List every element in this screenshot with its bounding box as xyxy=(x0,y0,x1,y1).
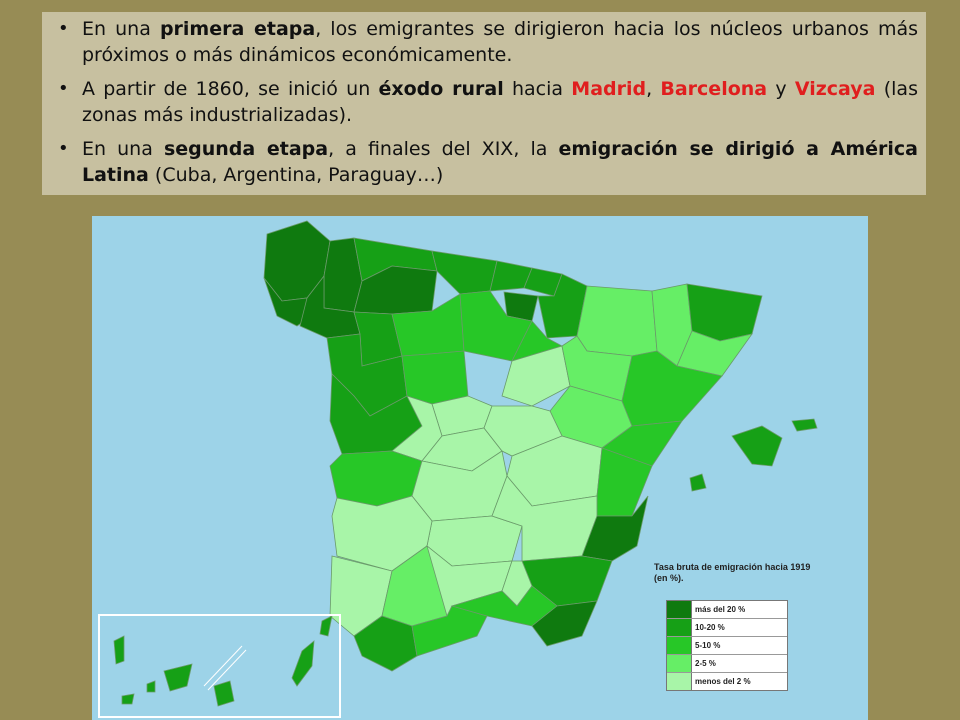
canary-gran-canaria xyxy=(213,680,235,707)
province-baleares-ibiza xyxy=(689,473,707,492)
legend-row: 2-5 % xyxy=(667,655,787,673)
canary-la-palma xyxy=(113,635,125,665)
bullet-1: En una primera etapa, los emigrantes se … xyxy=(58,16,918,68)
province-girona xyxy=(686,283,763,342)
canary-el-hierro xyxy=(121,693,135,705)
text-run: En una xyxy=(82,18,160,40)
legend-row: más del 20 % xyxy=(667,601,787,619)
legend-row: menos del 2 % xyxy=(667,673,787,690)
bullet-list: En una primera etapa, los emigrantes se … xyxy=(58,16,918,188)
bold-term: segunda etapa xyxy=(163,138,329,160)
province-barcelona xyxy=(676,330,753,377)
text-run: y xyxy=(767,78,795,100)
legend-swatch xyxy=(667,673,692,690)
legend-label: 10-20 % xyxy=(695,623,725,632)
text-run: , los emigrantes se dirigieron hacia los… xyxy=(82,18,919,66)
province-cantabria xyxy=(431,250,498,295)
text-panel: En una primera etapa, los emigrantes se … xyxy=(42,12,926,195)
legend: más del 20 % 10-20 % 5-10 % 2-5 % menos … xyxy=(666,600,788,691)
text-run: (las zonas más industrializadas). xyxy=(82,78,918,126)
canary-separator-line xyxy=(207,649,247,691)
legend-swatch xyxy=(667,655,692,672)
canary-tenerife xyxy=(163,663,193,692)
province-soria xyxy=(501,345,571,407)
text-run: , a finales del XIX, la xyxy=(328,138,559,160)
province-granada xyxy=(450,585,558,627)
canary-lanzarote xyxy=(319,615,333,637)
legend-label: 2-5 % xyxy=(695,659,716,668)
emigration-map: Tasa bruta de emigración hacia 1919 (en … xyxy=(92,216,868,720)
legend-label: más del 20 % xyxy=(695,605,746,614)
red-term-barcelona: Barcelona xyxy=(660,78,768,100)
map-svg xyxy=(113,220,818,707)
text-run: (Cuba, Argentina, Paraguay…) xyxy=(148,164,444,186)
canary-fuerteventura xyxy=(291,640,315,687)
text-run: A partir de 1860, se inició un xyxy=(82,78,379,100)
bold-term: éxodo rural xyxy=(378,78,504,100)
legend-swatch xyxy=(667,601,692,618)
text-run: En una xyxy=(82,138,164,160)
red-term-madrid: Madrid xyxy=(571,78,647,100)
province-valladolid xyxy=(401,350,469,405)
legend-title: Tasa bruta de emigración hacia 1919 (en … xyxy=(654,562,811,583)
legend-label: menos del 2 % xyxy=(695,677,751,686)
bullet-2: A partir de 1860, se inició un éxodo rur… xyxy=(58,76,918,128)
bold-term: primera etapa xyxy=(159,18,316,40)
legend-swatch xyxy=(667,637,692,654)
province-tarragona xyxy=(621,350,723,427)
legend-swatch xyxy=(667,619,692,636)
bold-term: emigración se dirigió a América Latina xyxy=(82,138,918,186)
legend-row: 5-10 % xyxy=(667,637,787,655)
canary-la-gomera xyxy=(146,680,156,693)
canary-islands-inset-frame xyxy=(98,614,341,718)
legend-label: 5-10 % xyxy=(695,641,721,650)
canary-separator-line xyxy=(203,645,243,687)
province-baleares-mallorca xyxy=(731,425,783,467)
red-term-vizcaya: Vizcaya xyxy=(794,78,876,100)
text-run: , xyxy=(646,78,661,100)
legend-row: 10-20 % xyxy=(667,619,787,637)
province-huesca xyxy=(576,285,658,357)
province-baleares-menorca xyxy=(791,418,818,432)
text-run: hacia xyxy=(503,78,572,100)
bullet-3: En una segunda etapa, a finales del XIX,… xyxy=(58,136,918,188)
province-almeria xyxy=(531,600,598,647)
